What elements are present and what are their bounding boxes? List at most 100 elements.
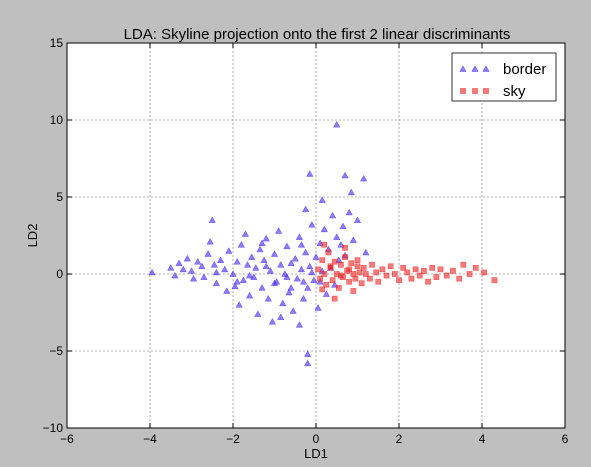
- point-border: [216, 256, 225, 263]
- point-sky: [362, 271, 369, 277]
- point-border: [302, 205, 310, 213]
- point-sky: [383, 272, 390, 279]
- point-border: [283, 273, 291, 280]
- point-sky: [421, 268, 427, 274]
- point-sky: [369, 261, 375, 268]
- point-border: [245, 291, 254, 299]
- point-sky: [356, 269, 363, 276]
- point-border: [306, 262, 314, 270]
- point-sky: [346, 278, 353, 285]
- point-sky: [352, 275, 359, 282]
- point-border: [312, 253, 320, 260]
- x-axis-label: LD1: [304, 446, 328, 461]
- point-sky: [412, 266, 419, 273]
- point-border: [235, 301, 243, 308]
- point-border: [254, 310, 262, 317]
- point-sky: [350, 288, 357, 294]
- point-border: [333, 233, 341, 240]
- point-border: [295, 233, 304, 240]
- point-sky: [456, 275, 463, 282]
- point-sky: [327, 263, 334, 270]
- point-border: [262, 234, 270, 242]
- point-border: [212, 268, 221, 276]
- point-sky: [387, 263, 394, 270]
- point-border: [258, 239, 266, 247]
- point-sky: [315, 266, 321, 273]
- point-border: [243, 261, 252, 268]
- point-border: [308, 221, 316, 228]
- point-border: [302, 248, 310, 256]
- point-border: [322, 290, 330, 297]
- point-border: [285, 288, 293, 296]
- legend-label-border: border: [503, 61, 546, 78]
- point-border: [148, 268, 156, 276]
- point-border: [308, 268, 316, 276]
- point-sky: [338, 261, 344, 268]
- point-sky: [346, 266, 353, 273]
- point-border: [233, 277, 241, 285]
- point-border: [304, 284, 312, 291]
- x-tick-label: 6: [562, 432, 569, 446]
- point-border: [264, 294, 272, 302]
- point-sky: [317, 275, 323, 282]
- point-sky: [331, 295, 338, 302]
- legend-box: [451, 52, 557, 102]
- point-sky: [472, 264, 479, 271]
- point-border: [204, 250, 212, 257]
- point-sky: [443, 272, 450, 279]
- point-sky: [416, 272, 423, 279]
- point-border: [304, 359, 312, 367]
- point-border: [171, 271, 179, 279]
- point-border: [175, 259, 183, 267]
- point-border: [277, 261, 285, 268]
- point-sky: [342, 244, 348, 251]
- point-sky: [338, 272, 344, 279]
- point-border: [277, 313, 285, 320]
- x-tick-labels: −6 −4 −2 0 2 4 6: [60, 432, 569, 446]
- y-tick-label: −5: [49, 344, 63, 358]
- point-border: [179, 265, 187, 273]
- point-sky: [379, 266, 386, 273]
- y-tick-label: −10: [43, 421, 64, 435]
- point-sky: [433, 274, 440, 280]
- point-border: [206, 237, 214, 245]
- point-border: [360, 174, 368, 182]
- point-border: [347, 188, 355, 196]
- point-sky: [450, 268, 456, 274]
- y-tick-labels: −10 −5 0 5 10 15: [43, 36, 64, 435]
- point-border: [279, 299, 287, 307]
- point-border: [198, 262, 206, 270]
- point-sky: [319, 257, 326, 263]
- point-border: [241, 230, 250, 237]
- point-sky: [396, 277, 402, 284]
- point-border: [320, 225, 328, 233]
- data-points: [148, 120, 498, 367]
- x-tick-label: 0: [313, 432, 320, 446]
- point-sky: [331, 258, 338, 265]
- point-sky: [354, 257, 361, 263]
- legend-label-sky: sky: [503, 83, 526, 100]
- point-border: [314, 304, 322, 311]
- x-tick-label: 4: [479, 432, 486, 446]
- point-border: [289, 307, 297, 314]
- point-border: [297, 265, 306, 273]
- point-border: [260, 256, 268, 263]
- point-sky: [491, 277, 498, 284]
- point-border: [223, 287, 231, 294]
- point-border: [229, 270, 237, 277]
- point-border: [306, 170, 314, 177]
- point-border: [237, 241, 245, 248]
- point-border: [275, 227, 283, 234]
- point-sky: [367, 275, 373, 282]
- point-sky: [460, 261, 467, 268]
- point-border: [252, 264, 260, 271]
- legend-point-sky: [460, 88, 466, 94]
- point-border: [270, 279, 279, 287]
- point-border: [221, 265, 229, 273]
- point-border: [167, 264, 175, 271]
- point-border: [187, 267, 196, 274]
- point-border: [353, 216, 362, 223]
- point-sky: [375, 278, 382, 285]
- point-border: [256, 245, 264, 253]
- point-sky: [373, 269, 380, 276]
